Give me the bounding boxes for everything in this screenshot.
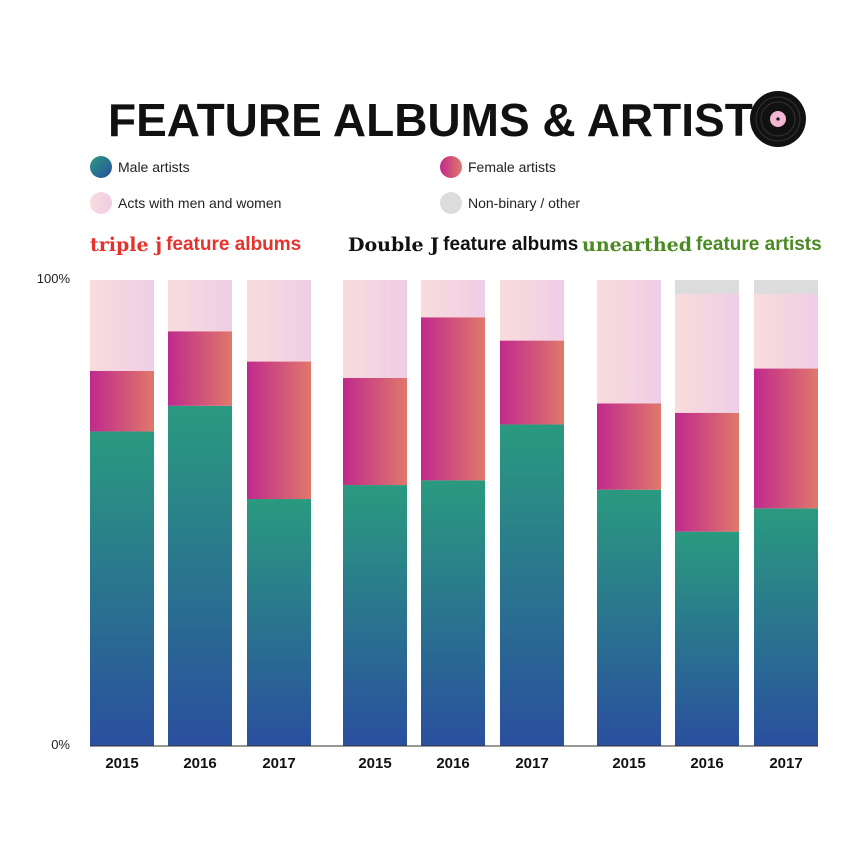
- bar-segment-female-6: [500, 340, 564, 425]
- bar-segment-female-7: [597, 403, 661, 490]
- y-tick-label-100: 100%: [37, 271, 71, 286]
- bar-segment-female-9: [754, 368, 818, 509]
- bar-segment-mixed-4: [343, 280, 407, 378]
- x-tick-label-2: 2016: [183, 755, 216, 772]
- chart-title: FEATURE ALBUMS & ARTISTS: [108, 94, 784, 146]
- triplej-suffix: feature albums: [166, 234, 302, 255]
- bar-segment-female-5: [421, 317, 485, 481]
- bar-segment-mixed-6: [500, 280, 564, 341]
- bar-segment-mixed-5: [421, 280, 485, 318]
- bar-segment-male-6: [500, 424, 564, 746]
- unearthed-logo: unearthed: [582, 234, 693, 256]
- x-tick-label-6: 2017: [515, 755, 548, 772]
- bar-segment-mixed-3: [247, 280, 311, 362]
- x-tick-label-5: 2016: [436, 755, 469, 772]
- bar-segment-mixed-2: [168, 280, 232, 332]
- bar-segment-male-2: [168, 405, 232, 746]
- doublej-logo: Double J: [348, 234, 440, 256]
- bar-segment-male-9: [754, 508, 818, 746]
- bar-segment-male-7: [597, 489, 661, 746]
- bar-segment-male-1: [90, 431, 154, 746]
- y-tick-label-0: 0%: [51, 737, 70, 752]
- bar-segment-nonbinary-8: [675, 280, 739, 294]
- doublej-suffix: feature albums: [443, 234, 579, 255]
- bar-segment-female-1: [90, 370, 154, 432]
- legend-male: Male artists: [90, 156, 190, 178]
- legend-female-label: Female artists: [468, 159, 556, 175]
- legend-male-swatch: [90, 156, 112, 178]
- triplej-logo: triple j: [90, 234, 163, 256]
- legend-mixed-label: Acts with men and women: [118, 195, 282, 211]
- x-tick-label-4: 2015: [358, 755, 391, 772]
- bar-segment-male-4: [343, 485, 407, 746]
- x-tick-label-7: 2015: [612, 755, 645, 772]
- legend-nonbinary-label: Non-binary / other: [468, 195, 581, 211]
- x-tick-label-1: 2015: [105, 755, 138, 772]
- bar-segment-mixed-7: [597, 280, 661, 404]
- bar-segment-male-3: [247, 499, 311, 746]
- legend-female-swatch: [440, 156, 462, 178]
- bar-segment-female-3: [247, 361, 311, 500]
- legend-nonbinary: Non-binary / other: [440, 192, 580, 214]
- legend-mixed-swatch: [90, 192, 112, 214]
- group-label-doublej: Double J feature albums: [348, 234, 578, 256]
- bar-segment-mixed-8: [675, 293, 739, 413]
- bar-segment-mixed-1: [90, 280, 154, 371]
- bar-segment-female-8: [675, 412, 739, 532]
- bar-segment-female-4: [343, 377, 407, 486]
- legend-nonbinary-swatch: [440, 192, 462, 214]
- group-label-unearthed: unearthed feature artists: [582, 234, 822, 256]
- x-tick-label-8: 2016: [690, 755, 723, 772]
- group-label-triplej: triple j feature albums: [90, 234, 301, 256]
- legend-female: Female artists: [440, 156, 556, 178]
- legend-mixed: Acts with men and women: [90, 192, 281, 214]
- vinyl-record-icon: [750, 91, 806, 147]
- unearthed-suffix: feature artists: [696, 234, 822, 255]
- x-tick-label-9: 2017: [769, 755, 802, 772]
- bar-segment-mixed-9: [754, 293, 818, 369]
- bar-segment-female-2: [168, 331, 232, 406]
- bar-segment-nonbinary-9: [754, 280, 818, 294]
- x-tick-label-3: 2017: [262, 755, 295, 772]
- legend-male-label: Male artists: [118, 159, 190, 175]
- bar-segment-male-5: [421, 480, 485, 746]
- bar-segment-male-8: [675, 531, 739, 746]
